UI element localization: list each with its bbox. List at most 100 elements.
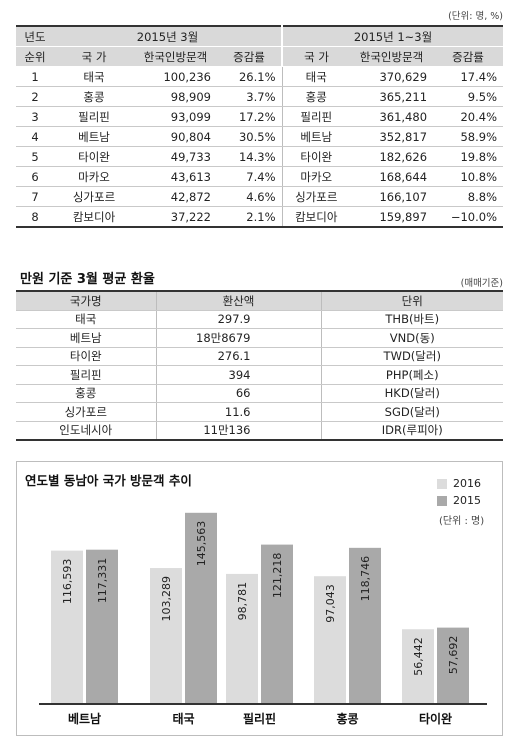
table-cell: 30.5% [217, 126, 283, 147]
bar-2016-1 [150, 568, 182, 703]
chart-unit: (단위 : 명) [439, 516, 485, 527]
data-label: 121,218 [271, 553, 284, 599]
table-cell: VND(동) [320, 328, 503, 348]
table-row: 4 베트남 90,804 30.5% 베트남 352,817 58.9% [16, 126, 504, 147]
table-cell: 베트남 [16, 328, 156, 348]
table-cell: 168,644 [350, 166, 434, 187]
table-cell: 태국 [54, 66, 134, 87]
table-cell: 58.9% [433, 126, 504, 147]
table-cell: 싱가포르 [281, 186, 351, 207]
table-cell: 20.4% [433, 106, 504, 127]
table-cell: 182,626 [350, 146, 434, 167]
legend: 2016 2015 [437, 475, 481, 509]
chart-title: 연도별 동남아 국가 방문객 추이 [25, 473, 192, 488]
bar-2016-3 [314, 576, 346, 703]
table-cell: 166,107 [350, 186, 434, 207]
data-label: 117,331 [96, 558, 109, 604]
table-row: 8 캄보디아 37,222 2.1% 캄보디아 159,897 −10.0% [16, 206, 504, 228]
table-cell: 캄보디아 [54, 206, 134, 228]
data-label: 56,442 [412, 637, 425, 676]
table-cell: 276.1 [155, 347, 321, 366]
data-label: 97,043 [324, 584, 337, 623]
table-cell: THB(바트) [320, 310, 503, 329]
table-cell: 11.6 [155, 402, 321, 422]
table-row: 3 필리핀 93,099 17.2% 필리핀 361,480 20.4% [16, 106, 504, 127]
table-cell: 홍콩 [16, 384, 156, 403]
data-label: 103,289 [160, 576, 173, 622]
table-cell: 캄보디아 [281, 206, 351, 228]
col-header: 순위 [16, 46, 54, 67]
table-cell: 2 [16, 86, 54, 107]
table-cell: 7 [16, 186, 54, 207]
table-cell: 필리핀 [281, 106, 351, 127]
data-label: 116,593 [61, 559, 74, 605]
category-label: 베트남 [68, 711, 101, 726]
table-cell: 홍콩 [281, 86, 351, 107]
table-cell: 2.1% [217, 206, 283, 228]
table-cell: 361,480 [350, 106, 434, 127]
category-label: 태국 [172, 711, 194, 726]
table-cell: 1 [16, 66, 54, 87]
table-cell: 394 [155, 365, 321, 385]
table-cell: 타이완 [54, 146, 134, 167]
bar-2016-4 [402, 629, 434, 703]
bar-2016-0 [51, 550, 83, 703]
table-row: 5 타이완 49,733 14.3% 타이완 182,626 19.8% [16, 146, 504, 167]
group-header-row: 년도 2015년 3월 2015년 1~3월 [16, 25, 504, 47]
col-header: 단위 [320, 290, 503, 311]
table-cell: 마카오 [54, 166, 134, 187]
table-row: 필리핀 394 PHP(페소) [16, 365, 503, 385]
table-cell: 11만136 [155, 421, 321, 441]
q1-header: 2015년 1~3월 [282, 25, 504, 47]
table-cell: 100,236 [134, 66, 217, 87]
table-row: 6 마카오 43,613 7.4% 마카오 168,644 10.8% [16, 166, 504, 187]
table-cell: 9.5% [433, 86, 504, 107]
table-cell: 17.4% [433, 66, 504, 87]
table-cell: 17.2% [217, 106, 283, 127]
table-cell: 14.3% [217, 146, 283, 167]
table-cell: 필리핀 [16, 365, 156, 385]
exchange-title: 만원 기준 3월 평균 환율 [20, 272, 155, 287]
table-cell: 352,817 [350, 126, 434, 147]
bar-2015-2 [261, 544, 293, 703]
exchange-table: 국가명 환산액 단위 태국 297.9 THB(바트) 베트남 18만8679 VND(동… [16, 290, 503, 441]
table-cell: 10.8% [433, 166, 504, 187]
bar-2015-4 [437, 627, 469, 703]
table-row: 홍콩 66 HKD(달러) [16, 384, 503, 403]
table-row: 싱가포르 11.6 SGD(달러) [16, 402, 503, 422]
table-row: 1 태국 100,236 26.1% 태국 370,629 17.4% [16, 66, 504, 87]
table-row: 7 싱가포르 42,872 4.6% 싱가포르 166,107 8.8% [16, 186, 504, 207]
bar-2015-3 [349, 547, 381, 703]
table-cell: 8.8% [433, 186, 504, 207]
table-cell: 6 [16, 166, 54, 187]
table-row: 베트남 18만8679 VND(동) [16, 328, 503, 348]
table-cell: 4 [16, 126, 54, 147]
bar-2016-2 [226, 573, 258, 703]
legend-label: 2015 [453, 494, 481, 507]
table-cell: 26.1% [217, 66, 283, 87]
table-cell: 18만8679 [155, 328, 321, 348]
visitor-trend-chart: 연도별 동남아 국가 방문객 추이 2016 2015 (단위 : 명) 116… [16, 461, 503, 736]
table-cell: 297.9 [155, 310, 321, 329]
table-cell: 43,613 [134, 166, 217, 187]
unit-note: (단위: 명, %) [448, 11, 503, 22]
table-cell: 베트남 [54, 126, 134, 147]
table-row: 태국 297.9 THB(바트) [16, 310, 503, 329]
exchange-header-row: 국가명 환산액 단위 [16, 290, 503, 311]
sub-header-row: 순위 국 가 한국인방문객 증감률 국 가 한국인방문객 증감률 [16, 46, 504, 67]
data-label: 57,692 [447, 636, 460, 675]
table-cell: 159,897 [350, 206, 434, 228]
table-cell: HKD(달러) [320, 384, 503, 403]
table-cell: 필리핀 [54, 106, 134, 127]
legend-label: 2016 [453, 477, 481, 490]
table-cell: 인도네시아 [16, 421, 156, 441]
table-cell: PHP(페소) [320, 365, 503, 385]
table-cell: IDR(루피아) [320, 421, 503, 441]
table-cell: 42,872 [134, 186, 217, 207]
table-cell: 90,804 [134, 126, 217, 147]
table-cell: 타이완 [281, 146, 351, 167]
bar-2015-0 [86, 549, 118, 703]
table-cell: 싱가포르 [16, 402, 156, 422]
col-header: 국 가 [282, 46, 351, 67]
table-cell: 370,629 [350, 66, 434, 87]
